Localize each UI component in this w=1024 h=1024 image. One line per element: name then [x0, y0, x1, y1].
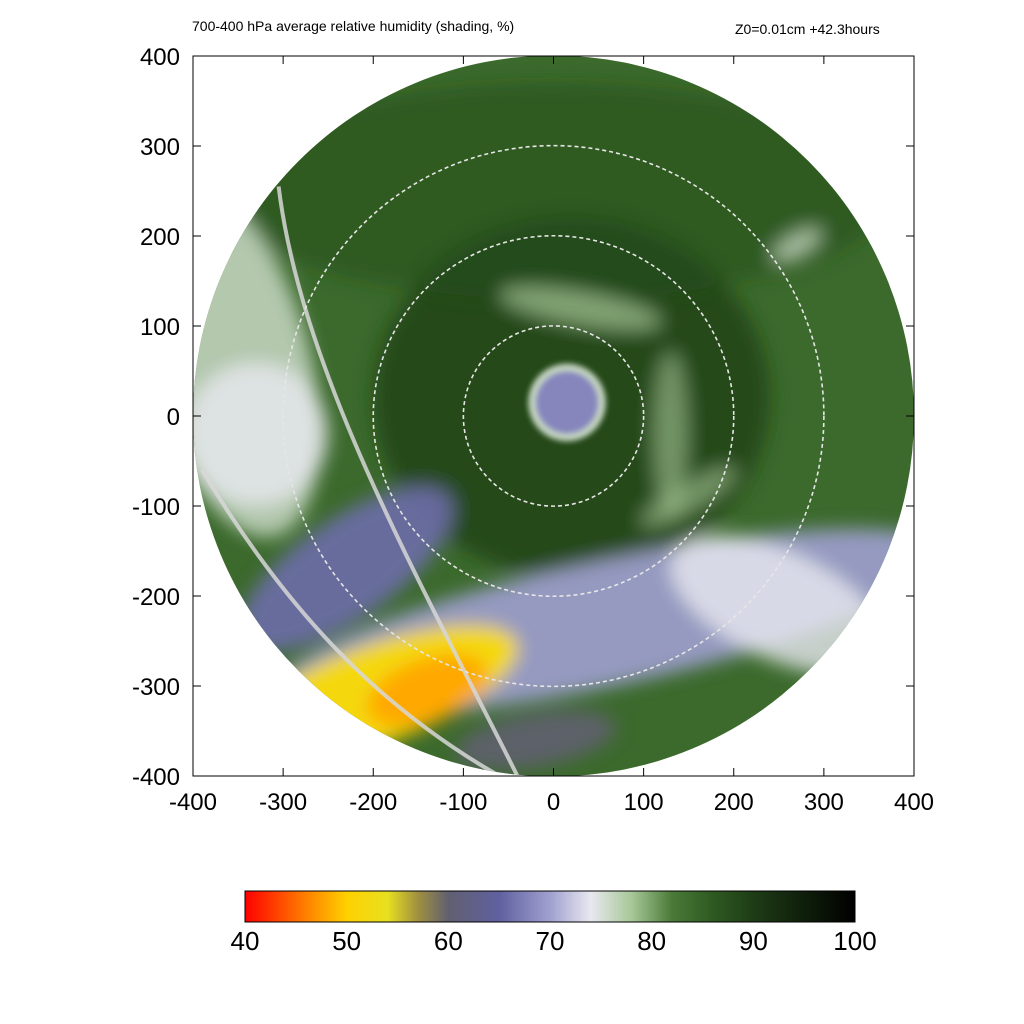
colorbar: 40 50 60 70 80 90 100: [231, 890, 877, 956]
x-tick-label: 100: [624, 789, 664, 816]
track-line: [276, 186, 520, 777]
field-eyewall-streak-e: [654, 353, 687, 515]
y-tick-label: 100: [140, 314, 180, 341]
field-west-edge-2: [193, 362, 329, 506]
y-tick-label: 200: [140, 224, 180, 251]
field-south-band-3: [670, 535, 888, 675]
y-tick-label: 300: [140, 134, 180, 161]
field-dry-east: [455, 709, 616, 771]
field-dark-north: [211, 83, 896, 299]
colorbar-tick-label: 90: [739, 926, 768, 956]
x-tick-label: 0: [547, 789, 560, 816]
track-line: [200, 468, 501, 777]
y-tick-label: 0: [167, 404, 180, 431]
x-tick-label: -100: [439, 789, 487, 816]
range-ring: [462, 325, 645, 507]
field-eyewall-streak-n: [500, 286, 661, 330]
x-tick-label: -400: [169, 789, 217, 816]
x-tick-label: -200: [349, 789, 397, 816]
y-tick-label: -100: [132, 494, 180, 521]
colorbar-tick-label: 40: [231, 926, 260, 956]
colorbar-gradient: [244, 890, 856, 923]
field-streak-se: [641, 467, 737, 527]
track-lines: [200, 186, 520, 777]
axis-ticks: -400 -300 -200 -100 0 100 200 300 400 -400 -300 -20…: [132, 44, 934, 816]
x-tick-label: 400: [894, 789, 934, 816]
range-ring: [372, 234, 735, 598]
x-tick-label: -300: [259, 789, 307, 816]
colorbar-tick-label: 100: [833, 926, 876, 956]
colorbar-tick-label: 50: [332, 926, 361, 956]
range-ring: [282, 144, 825, 688]
chart-title: 700-400 hPa average relative humidity (s…: [192, 18, 515, 34]
x-tick-label: 300: [804, 789, 844, 816]
field-dry-core: [367, 653, 488, 728]
chart-annotation: Z0=0.01cm +42.3hours: [735, 21, 880, 37]
y-tick-label: 400: [140, 44, 180, 71]
colorbar-tick-label: 60: [434, 926, 463, 956]
y-tick-label: -300: [132, 674, 180, 701]
field-streak-ne: [772, 228, 821, 262]
x-tick-label: 200: [714, 789, 754, 816]
field-south-band-2: [239, 486, 454, 652]
colorbar-tick-label: 70: [536, 926, 565, 956]
humidity-field: [193, 56, 914, 777]
y-tick-label: -400: [132, 764, 180, 791]
y-tick-label: -200: [132, 584, 180, 611]
eye: [535, 370, 599, 435]
range-rings: [282, 144, 825, 688]
colorbar-tick-label: 80: [637, 926, 666, 956]
